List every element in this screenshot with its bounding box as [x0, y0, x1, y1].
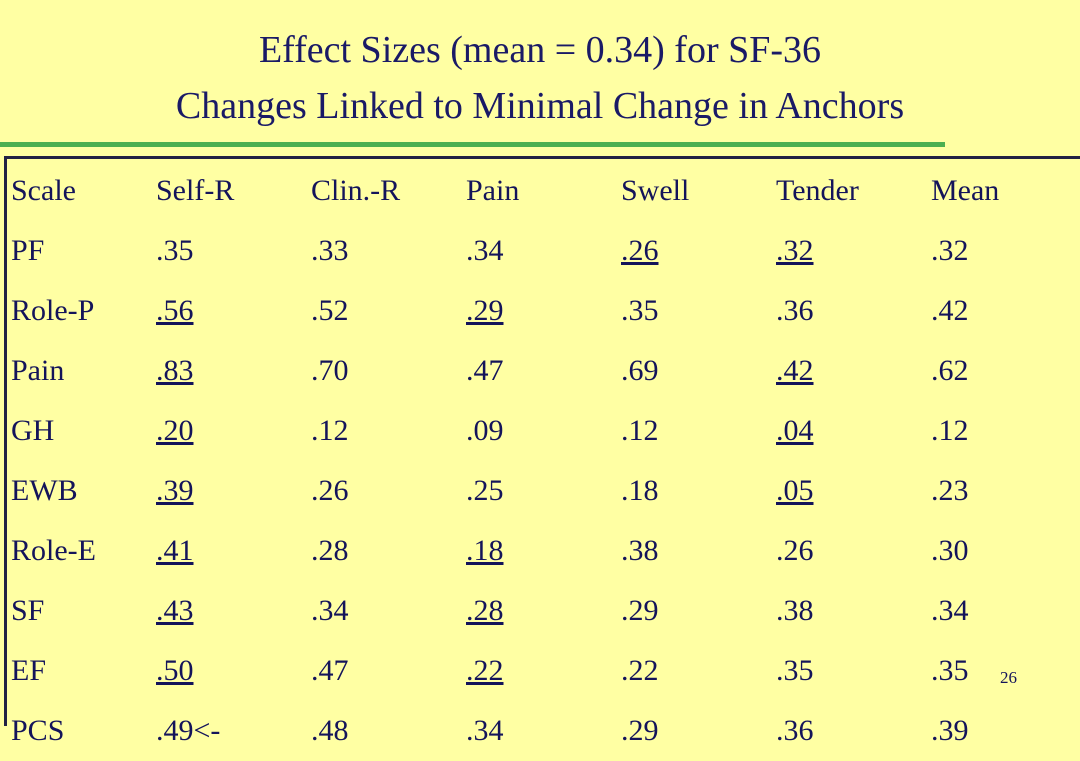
table-cell: GH [11, 414, 55, 447]
table-cell: .35 [931, 654, 969, 687]
table-cell: .23 [931, 474, 969, 507]
table-cell: .09 [466, 414, 504, 447]
table-cell: .22 [621, 654, 659, 687]
table-cell: .39 [156, 474, 194, 507]
table-cell: .49<- [156, 714, 221, 747]
table-cell: .33 [311, 234, 349, 267]
table-cell: .36 [776, 294, 814, 327]
table-cell: Clin.-R [311, 174, 401, 207]
title-line: Effect Sizes (mean = 0.34) for SF-36 [258, 29, 822, 71]
table-cell: .35 [776, 654, 814, 687]
table-cell: .69 [621, 354, 659, 387]
table-cell: .48 [311, 714, 349, 747]
table-cell: Swell [621, 174, 690, 207]
table-cell: .62 [931, 354, 969, 387]
table-cell: .29 [621, 714, 659, 747]
title-line: Changes Linked to Minimal Change in Anch… [175, 85, 905, 127]
table-cell: .34 [466, 714, 504, 747]
table-cell: .39 [931, 714, 969, 747]
table-cell: .22 [466, 654, 504, 687]
table-cell: .34 [311, 594, 349, 627]
table-cell: .35 [156, 234, 194, 267]
table-cell: .52 [311, 294, 349, 327]
table-cell: Role-P [11, 294, 95, 327]
table-cell: .38 [776, 594, 814, 627]
table-cell: .34 [931, 594, 969, 627]
table-cell: PF [11, 234, 45, 267]
table-cell: .20 [156, 414, 194, 447]
table-cell: Scale [11, 174, 76, 207]
table-cell: .30 [931, 534, 969, 567]
table-cell: Role-E [11, 534, 96, 567]
table-cell: .04 [776, 414, 814, 447]
table-cell: .29 [621, 594, 659, 627]
table-cell: .12 [621, 414, 659, 447]
table-cell: SF [11, 594, 45, 627]
table-cell: .47 [311, 654, 349, 687]
table-cell: .32 [931, 234, 969, 267]
title-rule [0, 142, 945, 147]
table-cell: .38 [621, 534, 659, 567]
table-cell: .42 [931, 294, 969, 327]
table-cell: Pain [11, 354, 65, 387]
table-cell: .18 [621, 474, 659, 507]
page-number: 26 [1000, 668, 1017, 687]
table-cell: .05 [776, 474, 814, 507]
table-cell: .36 [776, 714, 814, 747]
slide: Effect Sizes (mean = 0.34) for SF-36 Cha… [0, 29, 1080, 747]
table-cell: .26 [621, 234, 659, 267]
table-cell: Self-R [156, 174, 235, 207]
table-cell: Mean [931, 174, 1000, 207]
table-cell: .29 [466, 294, 504, 327]
table-cell: EWB [11, 474, 78, 507]
table-cell: .34 [466, 234, 504, 267]
table-cell: .47 [466, 354, 504, 387]
table-cell: .25 [466, 474, 504, 507]
table-cell: .26 [311, 474, 349, 507]
table-cell: .56 [156, 294, 194, 327]
table-cell: .18 [466, 534, 504, 567]
table-cell: Tender [776, 174, 859, 207]
table-cell: .12 [931, 414, 969, 447]
table-cell: .83 [156, 354, 194, 387]
table-cell: .70 [311, 354, 349, 387]
table-cell: .41 [156, 534, 194, 567]
table-cell: .35 [621, 294, 659, 327]
table-cell: .28 [311, 534, 349, 567]
table-cell: .28 [466, 594, 504, 627]
table-cell: .26 [776, 534, 814, 567]
table-cell: PCS [11, 714, 65, 747]
table-cell: .50 [156, 654, 194, 687]
table-cell: .42 [776, 354, 814, 387]
table-cell: Pain [466, 174, 520, 207]
table-cell: .32 [776, 234, 814, 267]
table-cell: .43 [156, 594, 194, 627]
table-cell: .12 [311, 414, 349, 447]
table-cell: EF [11, 654, 47, 687]
table: Scale Self-R Clin.-R Pain Swell Tender Mean PF.… [4, 156, 1080, 747]
